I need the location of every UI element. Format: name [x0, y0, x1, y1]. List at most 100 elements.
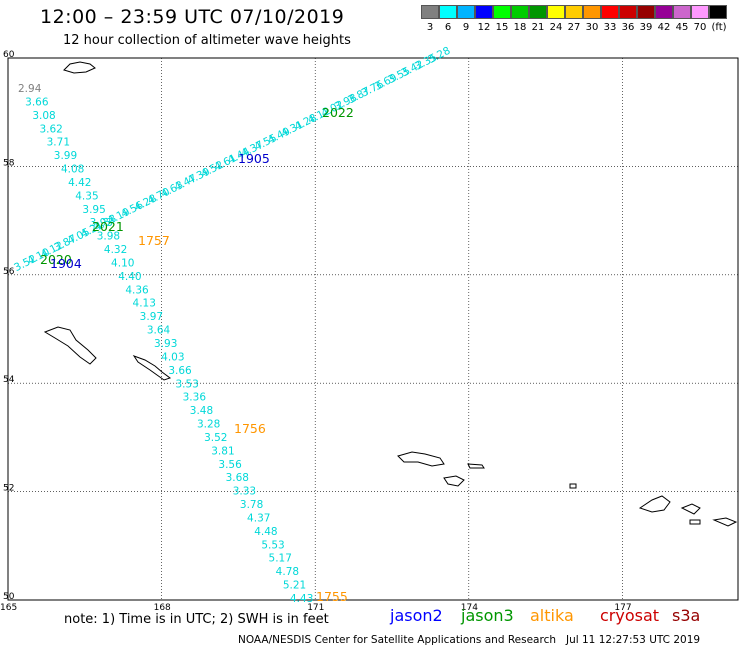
- wave-height-value: 4.10: [111, 257, 134, 269]
- coastline: [397, 451, 445, 467]
- pass-time-label: 1757: [138, 233, 170, 248]
- coastline: [43, 326, 97, 365]
- page-subtitle: 12 hour collection of altimeter wave hei…: [63, 33, 351, 48]
- longitude-label: 174: [461, 603, 478, 613]
- pass-time-label: 1755: [316, 589, 348, 604]
- scale-swatch: [493, 5, 511, 19]
- longitude-label: 171: [307, 603, 324, 613]
- wave-height-value: 5.17: [269, 553, 292, 565]
- credit-line: NOAA/NESDIS Center for Satellite Applica…: [238, 634, 556, 646]
- legend-altika: altika: [530, 606, 574, 625]
- wave-height-value: 3.98: [97, 231, 120, 243]
- wave-height-value: 3.36: [183, 392, 207, 404]
- wave-height-value: 3.62: [39, 123, 62, 135]
- map-frame: [7, 57, 739, 601]
- scale-swatch: [529, 5, 547, 19]
- wave-height-value: 4.37: [247, 512, 270, 524]
- wave-height-value: 4.13: [133, 298, 156, 310]
- latitude-label: 58: [3, 158, 15, 168]
- pass-time-label: 2021: [92, 219, 124, 234]
- scale-label: 21: [531, 22, 545, 33]
- wave-height-value: 4.78: [276, 566, 299, 578]
- wave-height-value: 3.78: [240, 499, 263, 511]
- scale-label: 70: [693, 22, 707, 33]
- coastline: [132, 355, 172, 381]
- scale-label: (ft): [711, 22, 727, 33]
- scale-label: 27: [567, 22, 581, 33]
- coastline: [680, 503, 701, 515]
- wave-height-value: 3.68: [226, 472, 249, 484]
- wave-height-value: 3.56: [218, 459, 242, 471]
- wave-height-value: 3.48: [190, 405, 213, 417]
- wave-height-value: 3.95: [82, 204, 105, 216]
- wave-height-value: 4.36: [125, 284, 149, 296]
- scale-swatch: [583, 5, 601, 19]
- wave-height-value: 3.33: [233, 486, 256, 498]
- scale-label: 24: [549, 22, 563, 33]
- wave-height-value: 3.08: [32, 110, 55, 122]
- wave-height-value: 3.66: [25, 96, 49, 108]
- coastline: [689, 519, 701, 525]
- scale-label: 30: [585, 22, 599, 33]
- wave-height-value: 3.71: [47, 137, 70, 149]
- latitude-label: 60: [3, 50, 15, 60]
- coastline: [467, 463, 485, 469]
- satellite-tracks: 2.943.663.083.623.713.994.084.424.353.95…: [12, 45, 452, 605]
- wave-height-value: 3.99: [54, 150, 77, 162]
- wave-height-value: 3.53: [175, 378, 198, 390]
- wave-height-value: 3.81: [211, 445, 234, 457]
- longitude-label: 168: [154, 603, 171, 613]
- map-grid: [7, 57, 739, 601]
- scale-swatch: [637, 5, 655, 19]
- wave-height-value: 3.66: [168, 365, 192, 377]
- wave-height-value: 4.43: [290, 593, 313, 605]
- scale-swatch: [601, 5, 619, 19]
- legend-s3a: s3a: [672, 606, 701, 625]
- wave-height-value: 3.93: [154, 338, 177, 350]
- coastline: [63, 61, 96, 74]
- scale-swatch: [691, 5, 709, 19]
- wave-height-value: 3.97: [140, 311, 163, 323]
- coastline-layer: [43, 61, 738, 527]
- wave-height-value: 2.94: [18, 83, 42, 95]
- footer-note: note: 1) Time is in UTC; 2) SWH is in fe…: [64, 612, 329, 627]
- legend-cryosat: cryosat: [600, 606, 660, 625]
- scale-label: 18: [513, 22, 527, 33]
- scale-label: 3: [426, 22, 434, 33]
- scale-swatch: [457, 5, 475, 19]
- latitude-label: 50: [3, 592, 15, 602]
- legend-jason2: jason2: [390, 606, 443, 625]
- pass-time-label: 1904: [50, 256, 82, 271]
- scale-label: 39: [639, 22, 653, 33]
- scale-label: 42: [657, 22, 671, 33]
- coastline: [638, 495, 671, 513]
- scale-swatch: [565, 5, 583, 19]
- wave-height-value: 4.03: [161, 351, 184, 363]
- scale-label: 9: [462, 22, 470, 33]
- latitude-label: 54: [3, 375, 15, 385]
- generated-timestamp: Jul 11 12:27:53 UTC 2019: [566, 634, 701, 646]
- scale-swatch: [655, 5, 673, 19]
- scale-label: 12: [477, 22, 491, 33]
- scale-swatch: [619, 5, 637, 19]
- scale-label: 15: [495, 22, 509, 33]
- pass-time-label: 1905: [238, 151, 270, 166]
- wave-height-value: 3.52: [204, 432, 227, 444]
- coastline: [443, 475, 465, 487]
- wave-height-value: 3.28: [197, 419, 220, 431]
- scale-swatch: [511, 5, 529, 19]
- pass-time-label: 2022: [322, 105, 354, 120]
- wave-height-value: 4.08: [61, 164, 84, 176]
- legend-jason3: jason3: [461, 606, 514, 625]
- wave-height-value: 4.48: [254, 526, 277, 538]
- scale-label: 45: [675, 22, 689, 33]
- scale-label: 36: [621, 22, 635, 33]
- coastline: [712, 517, 738, 527]
- page-title: 12:00 – 23:59 UTC 07/10/2019: [40, 6, 345, 28]
- scale-swatch: [439, 5, 457, 19]
- pass-time-label: 1756: [234, 421, 266, 436]
- latitude-label: 52: [3, 484, 14, 494]
